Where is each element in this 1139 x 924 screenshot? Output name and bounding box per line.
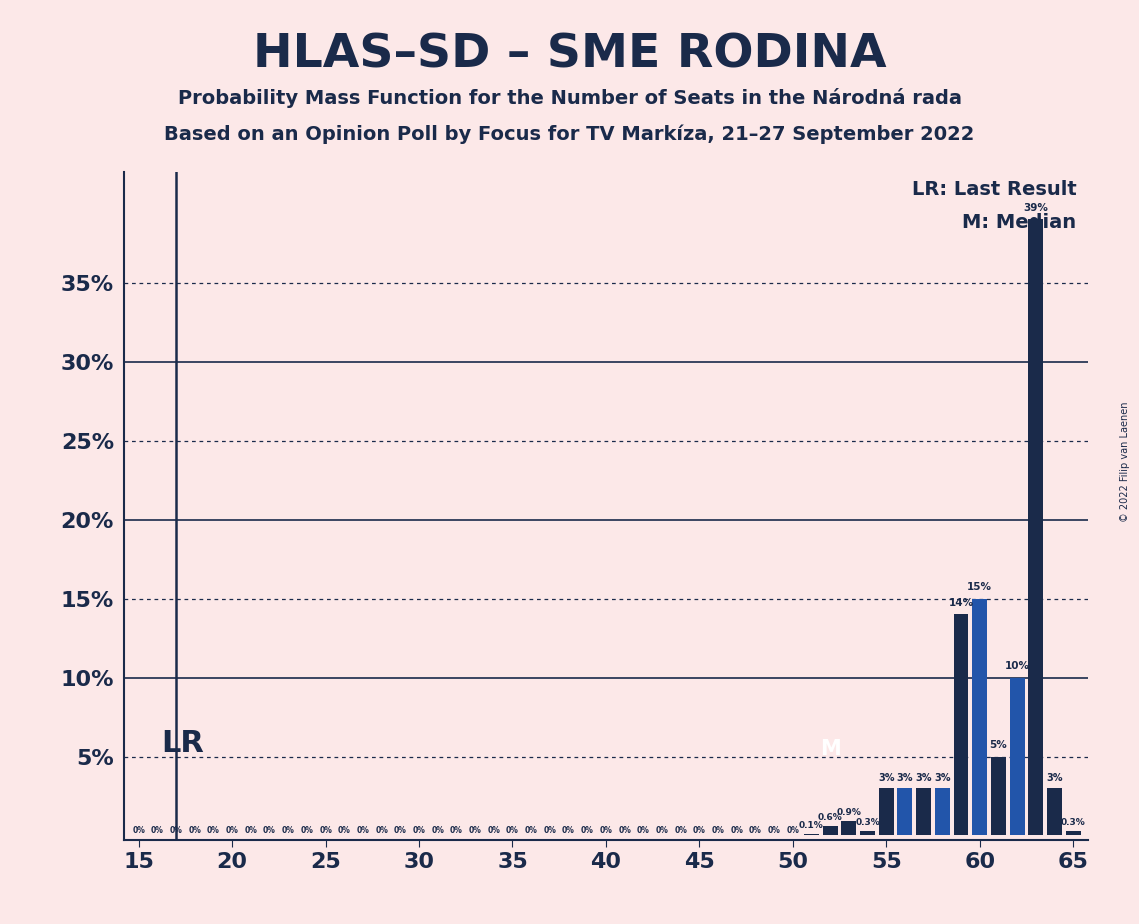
Bar [935,788,950,835]
Text: 0%: 0% [786,826,800,834]
Text: 0%: 0% [599,826,613,834]
Text: Probability Mass Function for the Number of Seats in the Národná rada: Probability Mass Function for the Number… [178,88,961,108]
Text: 0.1%: 0.1% [800,821,823,830]
Bar [879,788,894,835]
Text: 3%: 3% [934,773,951,784]
Text: 0.6%: 0.6% [818,813,843,822]
Bar [973,599,988,835]
Text: 0%: 0% [618,826,631,834]
Text: 15%: 15% [967,582,992,592]
Text: 0%: 0% [170,826,182,834]
Bar [1047,788,1062,835]
Text: 0%: 0% [768,826,780,834]
Text: © 2022 Filip van Laenen: © 2022 Filip van Laenen [1121,402,1130,522]
Text: 0%: 0% [693,826,706,834]
Text: 0%: 0% [338,826,351,834]
Text: LR: Last Result: LR: Last Result [911,180,1076,200]
Text: 0%: 0% [375,826,388,834]
Text: 0%: 0% [581,826,593,834]
Text: 0%: 0% [674,826,687,834]
Text: 14%: 14% [949,598,974,608]
Bar [991,757,1006,835]
Text: 3%: 3% [878,773,894,784]
Bar [898,788,912,835]
Text: 3%: 3% [1047,773,1063,784]
Bar [1029,220,1043,835]
Text: Based on an Opinion Poll by Focus for TV Markíza, 21–27 September 2022: Based on an Opinion Poll by Focus for TV… [164,125,975,144]
Text: 0.9%: 0.9% [836,808,861,818]
Text: 0%: 0% [281,826,295,834]
Bar [860,831,875,835]
Text: 0%: 0% [487,826,500,834]
Bar [1066,831,1081,835]
Text: 10%: 10% [1005,662,1030,671]
Text: 0%: 0% [319,826,333,834]
Text: 0%: 0% [245,826,257,834]
Text: 0.3%: 0.3% [855,818,880,827]
Text: 0%: 0% [656,826,669,834]
Text: M: M [820,738,841,759]
Text: LR: LR [161,729,204,759]
Text: 0%: 0% [637,826,649,834]
Text: 0%: 0% [712,826,724,834]
Text: 5%: 5% [990,740,1007,750]
Bar [822,826,837,835]
Text: M: Median: M: Median [962,213,1076,232]
Text: 0%: 0% [450,826,462,834]
Text: 0%: 0% [506,826,519,834]
Text: 3%: 3% [896,773,913,784]
Text: 0%: 0% [263,826,276,834]
Text: 39%: 39% [1023,203,1048,213]
Text: 0%: 0% [730,826,743,834]
Text: 0%: 0% [301,826,313,834]
Bar [1009,677,1025,835]
Bar [953,614,968,835]
Text: 3%: 3% [916,773,932,784]
Text: 0%: 0% [525,826,538,834]
Bar [804,834,819,835]
Text: 0%: 0% [749,826,762,834]
Text: 0%: 0% [394,826,407,834]
Text: 0%: 0% [207,826,220,834]
Text: HLAS–SD – SME RODINA: HLAS–SD – SME RODINA [253,32,886,78]
Text: 0%: 0% [543,826,556,834]
Bar [916,788,931,835]
Bar [842,821,857,835]
Text: 0%: 0% [151,826,164,834]
Text: 0%: 0% [226,826,238,834]
Text: 0%: 0% [563,826,575,834]
Text: 0%: 0% [357,826,369,834]
Text: 0.3%: 0.3% [1060,818,1085,827]
Text: 0%: 0% [132,826,145,834]
Text: 0%: 0% [468,826,482,834]
Text: 0%: 0% [432,826,444,834]
Text: 0%: 0% [412,826,426,834]
Text: 0%: 0% [188,826,202,834]
